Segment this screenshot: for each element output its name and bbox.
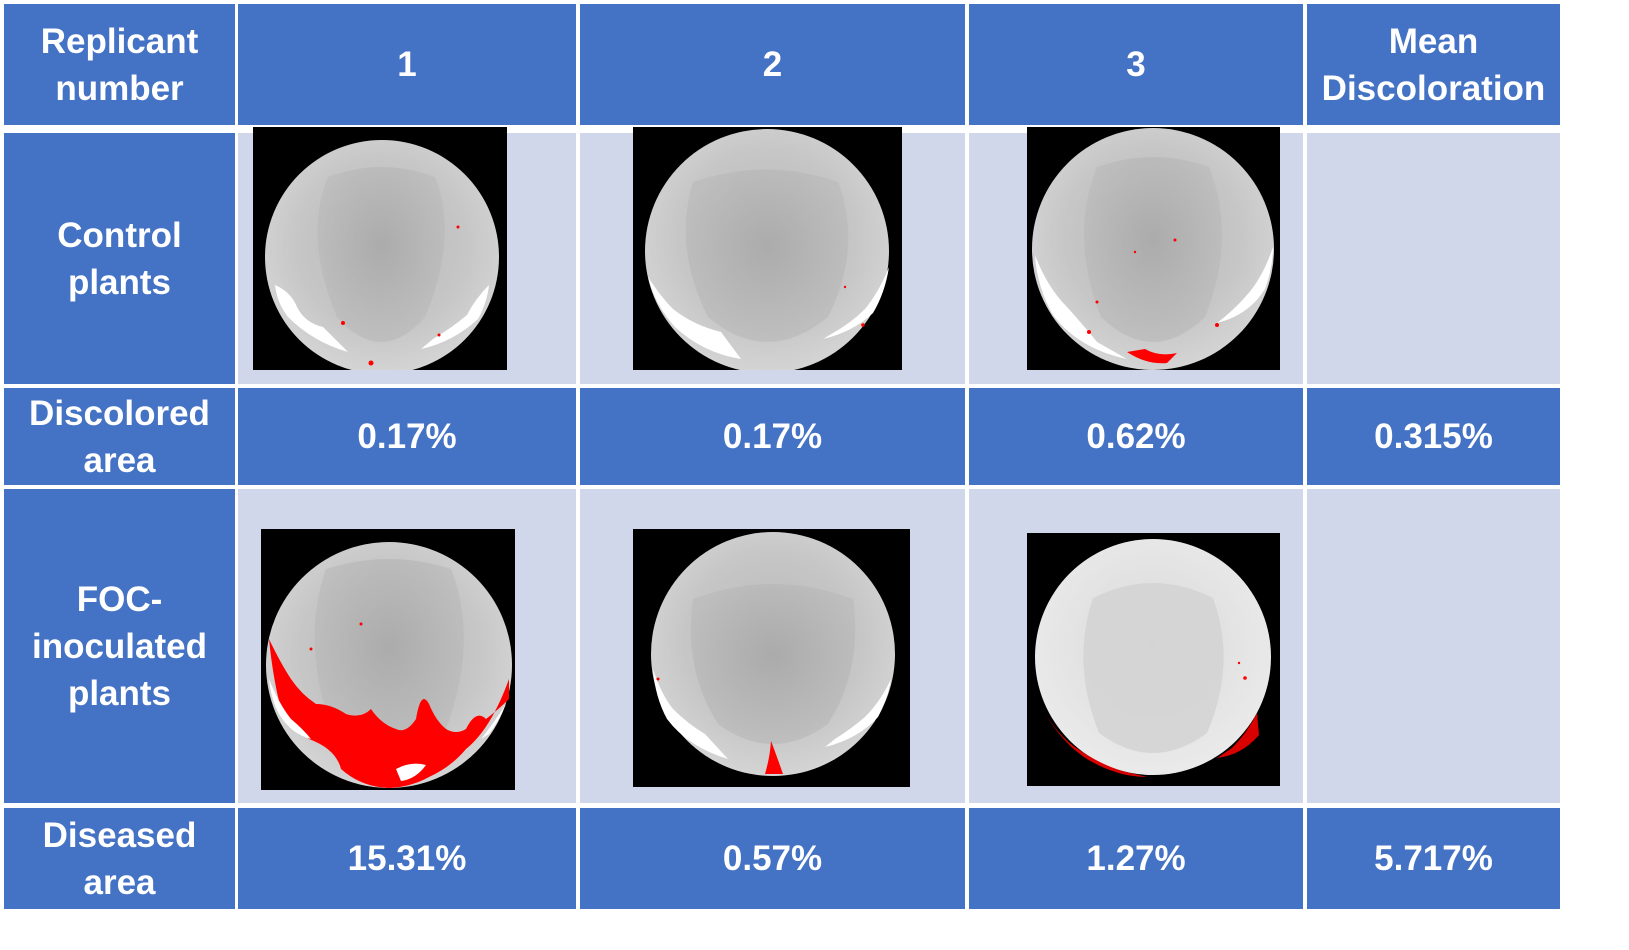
foc-value-2-text: 0.57% (722, 839, 823, 878)
header-replicant-number: Replicant number (4, 4, 235, 125)
control-value-2: 0.17% (580, 388, 965, 485)
control-section-image-1 (253, 127, 507, 370)
header-replicant-3: 3 (969, 4, 1303, 125)
control-value-2-text: 0.17% (722, 417, 823, 456)
header-replicant-1-text: 1 (397, 45, 417, 84)
row-label-foc-inoculated-plants: FOC-inoculated plants (4, 489, 235, 803)
control-value-1: 0.17% (238, 388, 576, 485)
row-label-discolored-area: Discolored area (4, 388, 235, 485)
foc-mean-empty-cell (1307, 489, 1560, 803)
row-label-control-plants-text: Control plants (57, 215, 182, 302)
control-section-image-3 (1027, 127, 1280, 370)
control-mean-value-text: 0.315% (1374, 417, 1493, 456)
foc-section-image-2 (633, 529, 910, 787)
control-value-3: 0.62% (969, 388, 1303, 485)
foc-section-image-1 (261, 529, 515, 790)
control-value-3-text: 0.62% (1086, 417, 1186, 456)
header-replicant-1: 1 (238, 4, 576, 125)
control-mean-empty-cell (1307, 133, 1560, 384)
header-mean-discoloration: Mean Discoloration (1307, 4, 1560, 125)
header-replicant-number-text: Replicant number (40, 21, 199, 108)
row-label-diseased-area-text: Diseased area (42, 815, 197, 902)
foc-value-3-text: 1.27% (1086, 839, 1186, 878)
header-replicant-2: 2 (580, 4, 965, 125)
row-label-foc-inoculated-plants-text: FOC-inoculated plants (31, 579, 208, 713)
row-label-control-plants: Control plants (4, 133, 235, 384)
foc-mean-value-text: 5.717% (1374, 839, 1493, 878)
header-mean-discoloration-text: Mean Discoloration (1321, 21, 1546, 108)
header-replicant-2-text: 2 (762, 45, 783, 84)
foc-value-1: 15.31% (238, 808, 576, 909)
control-mean-value: 0.315% (1307, 388, 1560, 485)
foc-value-1-text: 15.31% (347, 839, 467, 878)
foc-value-2: 0.57% (580, 808, 965, 909)
control-value-1-text: 0.17% (357, 417, 457, 456)
row-label-discolored-area-text: Discolored area (29, 393, 210, 480)
foc-section-image-3 (1027, 533, 1280, 786)
control-section-image-2 (633, 127, 902, 370)
foc-value-3: 1.27% (969, 808, 1303, 909)
row-label-diseased-area: Diseased area (4, 808, 235, 909)
foc-mean-value: 5.717% (1307, 808, 1560, 909)
header-replicant-3-text: 3 (1126, 45, 1146, 84)
